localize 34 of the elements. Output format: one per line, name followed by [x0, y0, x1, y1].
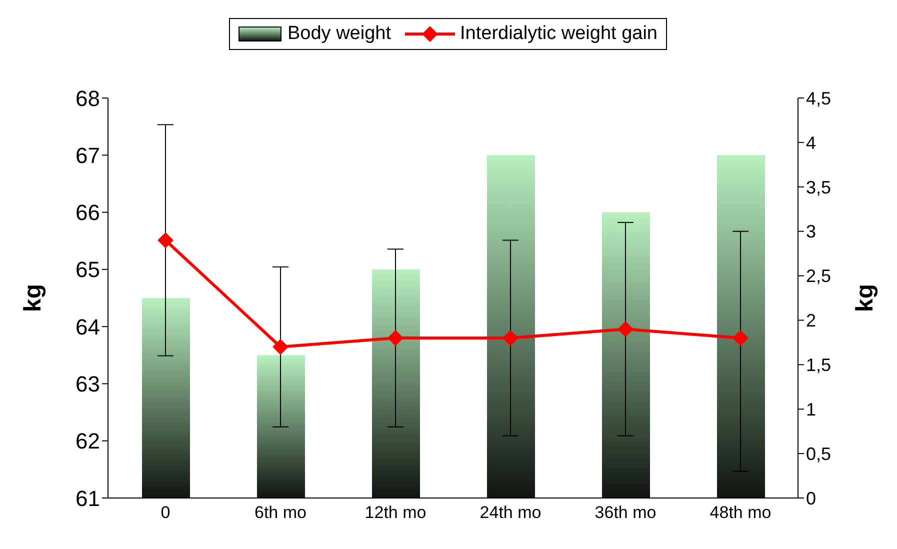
y2-tick-label: 2,5	[806, 266, 832, 286]
y2-tick-label: 4	[806, 132, 816, 153]
y-tick-label: 62	[76, 428, 100, 454]
point	[158, 232, 174, 248]
y2-tick-label: 4,5	[806, 88, 832, 108]
y2-axis-title: kg	[852, 284, 879, 312]
point	[272, 338, 288, 355]
y-tick-label: 67	[76, 142, 100, 168]
y-tick-label: 66	[76, 200, 100, 226]
y-tick-label: 65	[76, 257, 100, 282]
x-tick-label: 36th mo	[594, 503, 656, 522]
y2-tick-label: 2	[806, 310, 816, 331]
x-tick-label: 48th mo	[710, 503, 772, 522]
y2-tick-label: 0	[806, 488, 816, 508]
legend-label: Body weight	[287, 23, 391, 45]
x-tick-label: 6th mo	[254, 503, 306, 522]
y-tick-label: 68	[76, 86, 100, 111]
point	[502, 330, 518, 346]
x-tick-label: 24th mo	[480, 503, 542, 522]
x-tick-label: 12th mo	[364, 503, 426, 522]
y2-tick-label: 1,5	[806, 355, 832, 376]
x-tick-label: 0	[160, 503, 170, 522]
point	[732, 330, 748, 346]
point	[618, 321, 634, 338]
y2-tick-label: 0,5	[806, 444, 832, 464]
y2-tick-label: 3,5	[806, 177, 832, 198]
y-tick-label: 61	[76, 486, 100, 511]
y2-tick-label: 1	[806, 400, 816, 420]
y2-tick-label: 3	[806, 222, 816, 242]
legend-label: Interdialytic weight gain	[460, 23, 658, 45]
point	[388, 330, 404, 346]
y-tick-label: 63	[76, 372, 100, 397]
y-axis-title: kg	[20, 284, 47, 312]
y-tick-label: 64	[76, 314, 100, 340]
